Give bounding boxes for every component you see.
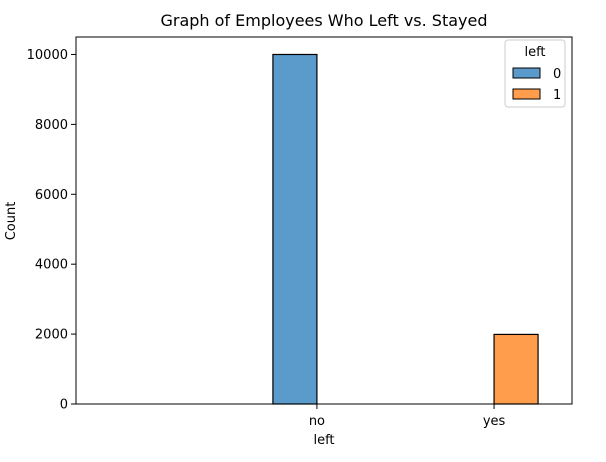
y-tick-label-4000: 4000: [35, 258, 68, 273]
legend-label-1: 1: [553, 88, 561, 103]
legend-title: left: [524, 45, 545, 60]
x-tick-label-no: no: [309, 414, 325, 429]
legend-swatch-0: [512, 67, 541, 79]
legend-label-0: 0: [553, 67, 561, 82]
y-axis-label: Count: [4, 202, 19, 241]
y-tick-label-6000: 6000: [35, 188, 68, 203]
axes-group: 0 2000 4000 6000 8000 10000 no yes: [27, 36, 573, 429]
y-tick-label-10000: 10000: [27, 48, 68, 63]
x-axis-label: left: [313, 433, 334, 448]
bars-group: [272, 53, 539, 405]
chart-title: Graph of Employees Who Left vs. Stayed: [160, 11, 487, 30]
x-tick-label-yes: yes: [483, 414, 506, 429]
plot-frame: [75, 36, 573, 405]
legend: left 0 1: [504, 39, 566, 108]
legend-swatch-1: [512, 88, 541, 100]
y-tick-label-8000: 8000: [35, 118, 68, 133]
y-tick-label-2000: 2000: [35, 328, 68, 343]
bar-no-series-0: [272, 53, 318, 405]
bar-yes-series-1: [493, 333, 539, 405]
y-tick-label-0: 0: [60, 398, 68, 413]
